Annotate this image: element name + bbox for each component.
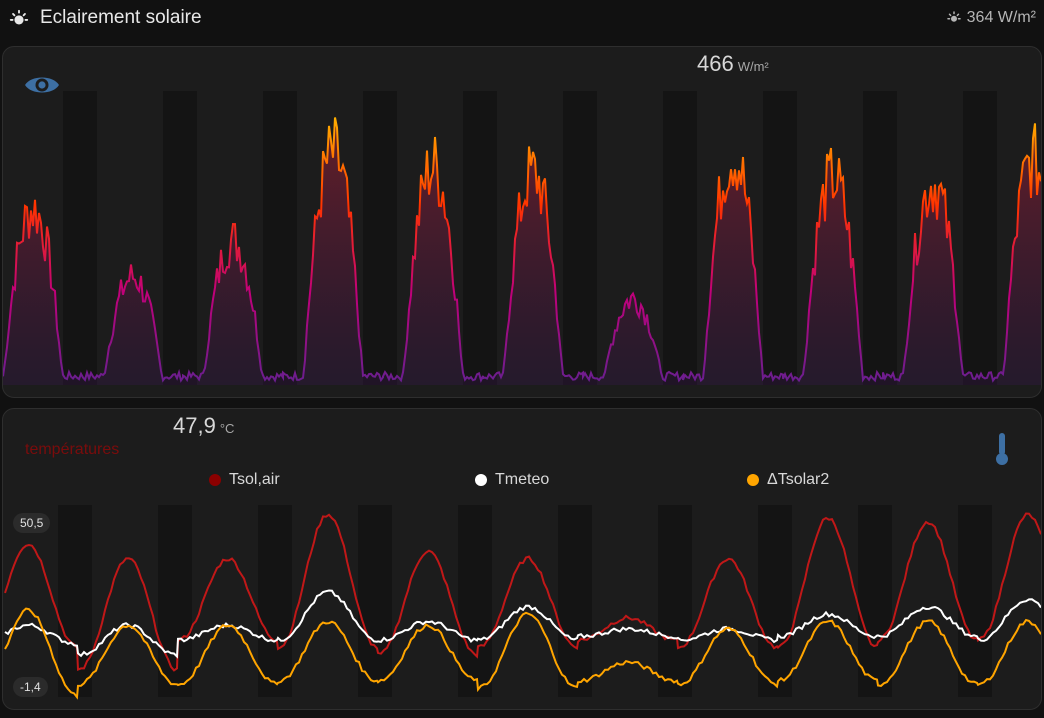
night-band (163, 91, 197, 385)
night-band (363, 91, 397, 385)
temperatures-card[interactable]: 47,9 °C températures Tsol,air Tmeteo ΔTso… (2, 408, 1042, 710)
header-bar: Eclairement solaire 364 W/m² (0, 0, 1044, 38)
sun-wireless-icon (9, 9, 29, 25)
night-band (863, 91, 897, 385)
irradiance-value: 466 (697, 51, 734, 76)
night-band (958, 505, 992, 697)
night-band (358, 505, 392, 697)
night-band (458, 505, 492, 697)
night-band (658, 505, 692, 697)
legend-item-tsol-air[interactable]: Tsol,air (209, 471, 280, 489)
thermometer-icon (996, 433, 1008, 465)
y-max-label: 50,5 (13, 513, 51, 533)
chart-legend: Tsol,air Tmeteo ΔTsolar2 (3, 471, 1041, 495)
header-state[interactable]: 364 W/m² (945, 9, 1036, 27)
irradiance-area (3, 117, 1041, 385)
night-band (263, 91, 297, 385)
irradiance-current: 466 W/m² (697, 51, 769, 77)
irradiance-chart[interactable] (3, 47, 1041, 397)
irradiance-card[interactable]: 466 W/m² (2, 46, 1042, 398)
night-band (63, 91, 97, 385)
legend-item-dtsolar2[interactable]: ΔTsolar2 (747, 471, 829, 489)
temperatures-chart[interactable] (3, 409, 1041, 709)
temperature-current: 47,9 °C (173, 413, 234, 439)
night-band (758, 505, 792, 697)
tmeteo-line (4, 589, 1041, 659)
night-band (158, 505, 192, 697)
irradiance-line (3, 117, 1041, 384)
irradiance-unit: W/m² (737, 59, 769, 74)
legend-label: Tsol,air (229, 471, 280, 488)
night-band (563, 91, 597, 385)
legend-label: ΔTsolar2 (767, 471, 830, 488)
temperatures-title: températures (25, 441, 120, 458)
night-band (258, 505, 292, 697)
night-band (558, 505, 592, 697)
night-band (463, 91, 497, 385)
legend-item-tmeteo[interactable]: Tmeteo (475, 471, 549, 489)
legend-dot (209, 474, 221, 486)
dtsolar2-line (4, 607, 1041, 700)
night-band (58, 505, 92, 697)
page-title: Eclairement solaire (40, 7, 202, 28)
temperature-unit: °C (219, 421, 235, 436)
legend-dot (747, 474, 759, 486)
temperature-value: 47,9 (173, 413, 216, 438)
eye-icon (25, 77, 59, 93)
legend-label: Tmeteo (495, 471, 550, 488)
y-min-label: -1,4 (13, 677, 48, 697)
night-band (858, 505, 892, 697)
sun-small-icon (946, 11, 961, 22)
header-state-value: 364 W/m² (966, 9, 1036, 26)
legend-dot (475, 474, 487, 486)
night-band (663, 91, 697, 385)
night-band (763, 91, 797, 385)
night-band (963, 91, 997, 385)
